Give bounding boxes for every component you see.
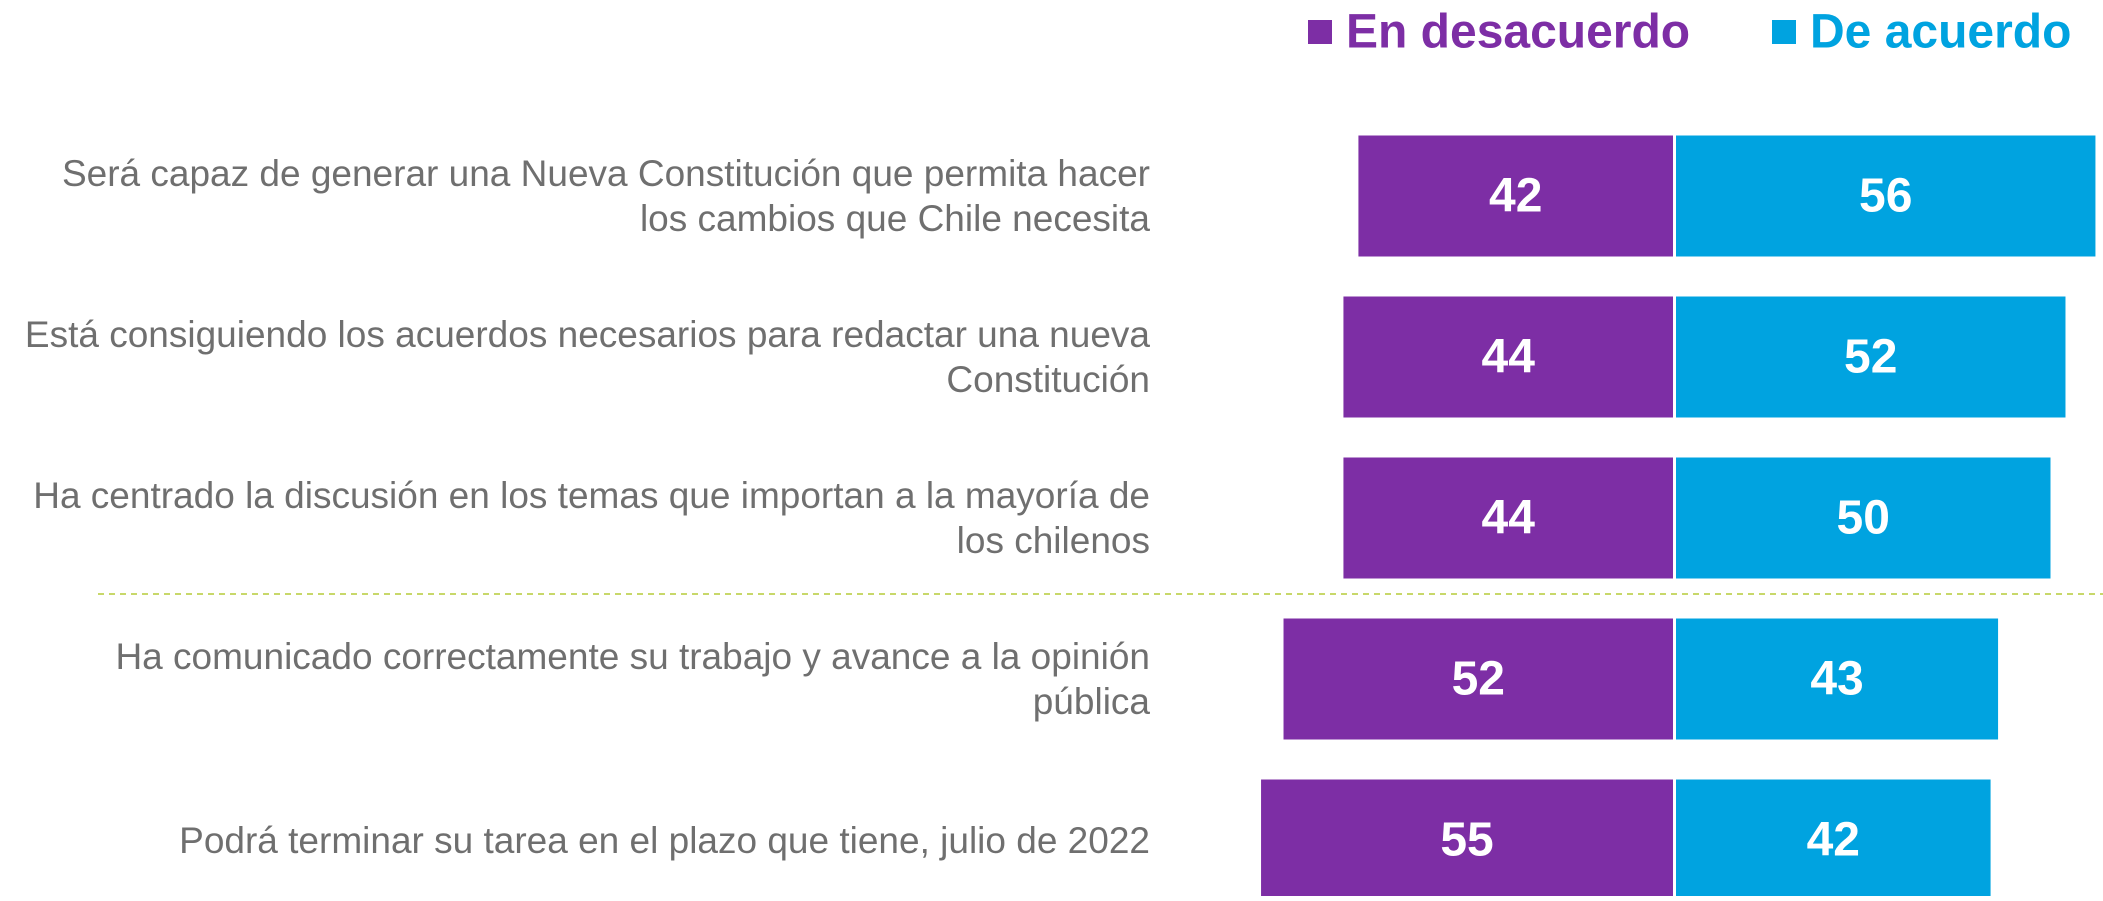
bar	[1676, 296, 2066, 418]
value-label: 52	[1844, 331, 1897, 384]
bar	[1358, 135, 1673, 257]
value-label: 43	[1810, 653, 1863, 706]
bar	[1343, 296, 1673, 418]
legend-swatch	[1308, 20, 1332, 44]
value-label: 44	[1482, 331, 1536, 384]
bar	[1676, 779, 1991, 896]
bar	[1283, 618, 1673, 740]
bar	[1676, 457, 2051, 579]
value-label: 42	[1807, 814, 1860, 867]
value-label: 42	[1489, 170, 1542, 223]
legend-swatch	[1772, 20, 1796, 44]
bar	[1676, 618, 1999, 740]
category-label: Será capaz de generar una Nueva Constitu…	[61, 153, 1150, 239]
value-label: 55	[1440, 814, 1493, 867]
legend-label: De acuerdo	[1810, 6, 2071, 59]
legend-label: En desacuerdo	[1346, 6, 1690, 59]
bar	[1261, 779, 1673, 896]
value-label: 50	[1837, 492, 1890, 545]
bar	[1343, 457, 1673, 579]
category-label: Ha centrado la discusión en los temas qu…	[33, 475, 1150, 561]
category-label: Ha comunicado correctamente su trabajo y…	[115, 636, 1150, 722]
value-label: 52	[1452, 653, 1505, 706]
category-label: Está consiguiendo los acuerdos necesario…	[24, 314, 1150, 400]
value-label: 56	[1859, 170, 1912, 223]
category-label: Podrá terminar su tarea en el plazo que …	[179, 819, 1150, 861]
value-label: 44	[1482, 492, 1536, 545]
bar	[1676, 135, 2096, 257]
